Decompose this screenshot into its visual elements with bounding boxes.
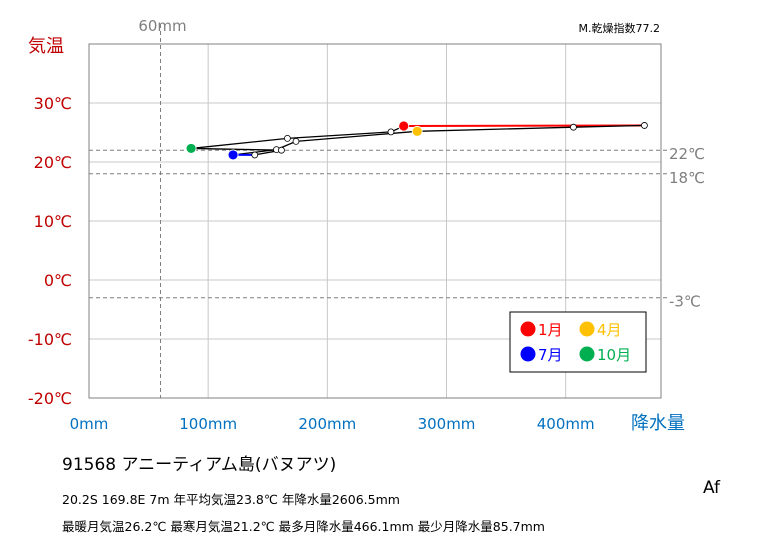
month-segment — [403, 124, 645, 128]
x-tick-labels: 0mm 100mm 200mm 300mm 400mm — [70, 415, 595, 433]
x-tick-label: 200mm — [298, 415, 356, 433]
plot-frame — [88, 43, 662, 399]
y-tick-label: 10℃ — [34, 212, 72, 231]
month-marker — [387, 128, 395, 136]
reference-label-horizontal: -3℃ — [669, 293, 701, 311]
station-name: 91568 アニーティアム島(バヌアツ) — [62, 455, 337, 475]
reference-lines: 60mm 22℃ 18℃ -3℃ — [89, 17, 705, 398]
month-marker — [284, 134, 291, 142]
legend-label: 10月 — [597, 346, 631, 364]
legend-marker — [520, 321, 536, 337]
legend-box — [509, 311, 647, 373]
y-tick-label: 20℃ — [34, 153, 72, 172]
month-segment — [287, 131, 392, 140]
month-segment — [417, 126, 574, 132]
month-marker — [292, 137, 300, 145]
station-info-line2: 最暖月気温26.2℃ 最寒月気温21.2℃ 最多月降水量466.1mm 最少月降… — [62, 519, 545, 534]
y-tick-label: -20℃ — [28, 389, 72, 408]
climograph-path — [191, 124, 645, 156]
month-marker — [570, 123, 577, 131]
x-tick-label: 0mm — [70, 415, 109, 433]
x-tick-label: 100mm — [179, 415, 237, 433]
chart-grid — [89, 44, 661, 398]
legend-label: 7月 — [538, 346, 563, 364]
month-marker-highlight — [185, 143, 197, 154]
month-marker — [278, 146, 285, 154]
month-marker — [641, 122, 648, 129]
y-tick-labels: -20℃ -10℃ 0℃ 10℃ 20℃ 30℃ — [28, 94, 72, 408]
month-segment — [191, 147, 282, 151]
legend-marker — [579, 321, 595, 337]
y-axis-label: 気温 — [28, 36, 64, 57]
legend-marker — [520, 346, 536, 362]
x-tick-label: 300mm — [418, 415, 476, 433]
month-segment — [191, 137, 288, 150]
month-segment — [295, 130, 418, 142]
legend-label: 4月 — [597, 321, 622, 339]
legend: 1月 4月 7月 10月 — [509, 311, 647, 373]
reference-label-horizontal: 18℃ — [669, 169, 705, 187]
month-marker-highlight — [398, 120, 410, 132]
month-segment — [573, 124, 645, 128]
month-marker-highlight — [227, 149, 239, 161]
reference-label-vertical: 60mm — [138, 17, 186, 35]
y-tick-label: 0℃ — [44, 271, 72, 290]
climate-class: Af — [703, 478, 721, 498]
aridity-index-label: M.乾燥指数77.2 — [579, 21, 660, 35]
legend-label: 1月 — [538, 321, 563, 339]
y-tick-label: -10℃ — [28, 330, 72, 349]
y-tick-label: 30℃ — [34, 94, 72, 113]
month-marker-highlight — [411, 125, 423, 137]
month-points — [185, 120, 648, 161]
reference-label-horizontal: 22℃ — [669, 145, 705, 163]
x-tick-label: 400mm — [537, 415, 595, 433]
month-marker — [251, 151, 259, 159]
legend-marker — [579, 346, 595, 362]
x-axis-label: 降水量 — [631, 413, 685, 434]
station-info-line1: 20.2S 169.8E 7m 年平均気温23.8℃ 年降水量2606.5mm — [62, 492, 400, 507]
